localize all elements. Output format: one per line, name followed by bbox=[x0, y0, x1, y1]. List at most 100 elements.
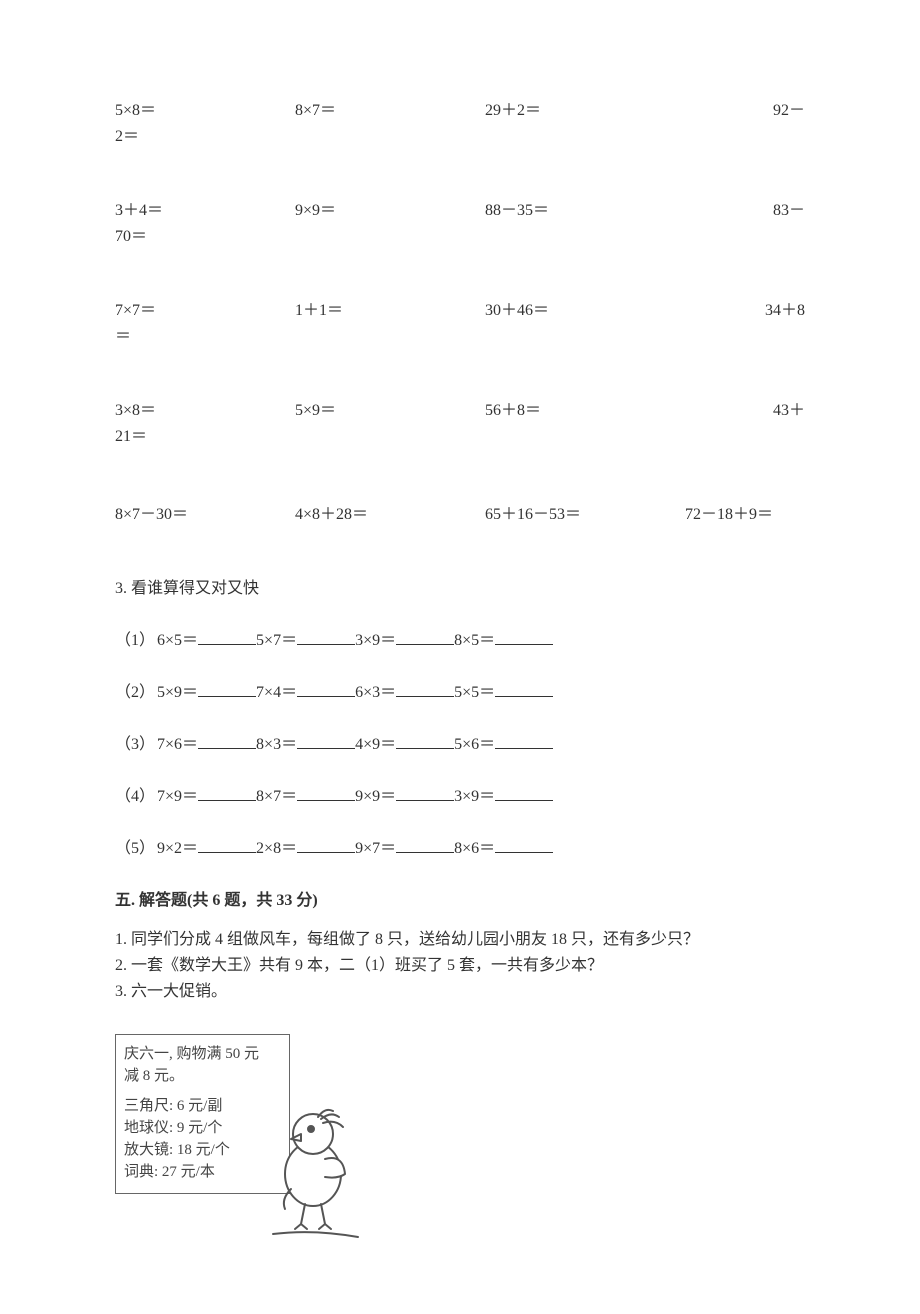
compound-cell: 8×7－30＝ bbox=[115, 500, 295, 524]
promo-item: 地球仪: 9 元/个 bbox=[124, 1117, 281, 1139]
arith-cell: 29＋2＝ bbox=[485, 100, 685, 126]
q3-row: （4）7×9＝ 8×7＝ 9×9＝ 3×9＝ bbox=[115, 782, 805, 806]
arith-cell-wrap: 70＝ bbox=[115, 226, 295, 276]
q3-expression: 9×7＝ bbox=[355, 840, 396, 857]
q3-item: 5×9＝ bbox=[157, 678, 256, 702]
q3-expression: 7×4＝ bbox=[256, 684, 297, 701]
blank-line bbox=[198, 683, 256, 697]
blank-line bbox=[495, 787, 553, 801]
q3-title: 3. 看谁算得又对又快 bbox=[115, 574, 805, 598]
q3-expression: 5×6＝ bbox=[454, 736, 495, 753]
q3-item: 9×7＝ bbox=[355, 834, 454, 858]
q3-item: 5×7＝ bbox=[256, 626, 355, 650]
arith-cell: 56＋8＝ bbox=[485, 400, 685, 426]
arith-cell: 88－35＝ bbox=[485, 200, 685, 226]
q3-prefix: （5） bbox=[115, 834, 155, 858]
q3-item: 7×4＝ bbox=[256, 678, 355, 702]
q3-expression: 5×9＝ bbox=[157, 684, 198, 701]
q3-item: 6×5＝ bbox=[157, 626, 256, 650]
q3-expression: 3×9＝ bbox=[355, 632, 396, 649]
promo-item: 词典: 27 元/本 bbox=[124, 1161, 281, 1183]
arithmetic-grid: 5×8＝ 8×7＝ 29＋2＝ 92－ 2＝ 3＋4＝ 9×9＝ 88－35＝ … bbox=[115, 100, 805, 524]
arith-cell-wrap: 2＝ bbox=[115, 126, 295, 176]
answer-question-2: 2. 一套《数学大王》共有 9 本，二（1）班买了 5 套，一共有多少本？ bbox=[115, 954, 805, 978]
arith-cell-wrap: 21＝ bbox=[115, 426, 295, 476]
arith-cell: 1＋1＝ bbox=[295, 300, 485, 326]
blank-line bbox=[198, 735, 256, 749]
q3-expression: 9×9＝ bbox=[355, 788, 396, 805]
q3-expression: 8×3＝ bbox=[256, 736, 297, 753]
promo-header: 庆六一, 购物满 50 元 减 8 元。 bbox=[124, 1043, 281, 1087]
q3-prefix: （1） bbox=[115, 626, 155, 650]
arith-cell: 5×9＝ bbox=[295, 400, 485, 426]
q3-expression: 2×8＝ bbox=[256, 840, 297, 857]
q3-item: 5×5＝ bbox=[454, 678, 553, 702]
q3-prefix: （2） bbox=[115, 678, 155, 702]
q3-expression: 6×5＝ bbox=[157, 632, 198, 649]
arith-cell: 92－ bbox=[685, 100, 805, 126]
q3-item: 2×8＝ bbox=[256, 834, 355, 858]
q3-row: （5）9×2＝ 2×8＝ 9×7＝ 8×6＝ bbox=[115, 834, 805, 858]
q3-prefix: （4） bbox=[115, 782, 155, 806]
blank-line bbox=[396, 839, 454, 853]
q3-item: 3×9＝ bbox=[355, 626, 454, 650]
arith-cell: 83－ bbox=[685, 200, 805, 226]
arith-row-4: 3×8＝ 5×9＝ 56＋8＝ 43＋ 21＝ bbox=[115, 400, 805, 476]
arith-cell: 9×9＝ bbox=[295, 200, 485, 226]
compound-cell: 4×8＋28＝ bbox=[295, 500, 485, 524]
q3-item: 5×6＝ bbox=[454, 730, 553, 754]
q3-item: 8×6＝ bbox=[454, 834, 553, 858]
q3-row: （3）7×6＝8×3＝4×9＝5×6＝ bbox=[115, 730, 805, 754]
q3-item: 7×6＝ bbox=[157, 730, 256, 754]
promo-container: 庆六一, 购物满 50 元 减 8 元。 三角尺: 6 元/副 地球仪: 9 元… bbox=[115, 1034, 355, 1254]
mascot-icon bbox=[263, 1099, 373, 1249]
q3-expression: 3×9＝ bbox=[454, 788, 495, 805]
q3-expression: 7×9＝ bbox=[157, 788, 198, 805]
arith-row-3: 7×7＝ 1＋1＝ 30＋46＝ 34＋8 ＝ bbox=[115, 300, 805, 376]
blank-line bbox=[396, 787, 454, 801]
section-5-header: 五. 解答题(共 6 题，共 33 分) bbox=[115, 886, 805, 910]
arith-cell: 30＋46＝ bbox=[485, 300, 685, 326]
promo-item: 三角尺: 6 元/副 bbox=[124, 1095, 281, 1117]
answer-question-3: 3. 六一大促销。 bbox=[115, 980, 805, 1004]
q3-expression: 6×3＝ bbox=[355, 684, 396, 701]
compound-row: 8×7－30＝ 4×8＋28＝ 65＋16－53＝ 72－18＋9＝ bbox=[115, 500, 805, 524]
q3-expression: 8×5＝ bbox=[454, 632, 495, 649]
promo-item: 放大镜: 18 元/个 bbox=[124, 1139, 281, 1161]
blank-line bbox=[297, 839, 355, 853]
arith-cell: 8×7＝ bbox=[295, 100, 485, 126]
q3-item: 3×9＝ bbox=[454, 782, 553, 806]
q3-expression: 7×6＝ bbox=[157, 736, 198, 753]
blank-line bbox=[297, 735, 355, 749]
arith-row-1: 5×8＝ 8×7＝ 29＋2＝ 92－ 2＝ bbox=[115, 100, 805, 176]
blank-line bbox=[495, 683, 553, 697]
blank-line bbox=[495, 631, 553, 645]
q3-rows: （1）6×5＝ 5×7＝ 3×9＝ 8×5＝ （2）5×9＝ 7×4＝ 6×3＝ 5×5＝ （3… bbox=[115, 626, 805, 858]
blank-line bbox=[297, 683, 355, 697]
arith-cell: 43＋ bbox=[685, 400, 805, 426]
blank-line bbox=[495, 839, 553, 853]
q3-row: （2）5×9＝ 7×4＝ 6×3＝ 5×5＝ bbox=[115, 678, 805, 702]
q3-expression: 9×2＝ bbox=[157, 840, 198, 857]
q3-expression: 5×5＝ bbox=[454, 684, 495, 701]
q3-row: （1）6×5＝ 5×7＝ 3×9＝ 8×5＝ bbox=[115, 626, 805, 650]
promo-header-line1: 庆六一, 购物满 50 元 bbox=[124, 1043, 281, 1065]
blank-line bbox=[297, 631, 355, 645]
q3-item: 7×9＝ bbox=[157, 782, 256, 806]
blank-line bbox=[396, 631, 454, 645]
q3-expression: 5×7＝ bbox=[256, 632, 297, 649]
compound-cell: 72－18＋9＝ bbox=[685, 500, 805, 524]
q3-item: 6×3＝ bbox=[355, 678, 454, 702]
blank-line bbox=[495, 735, 553, 749]
q3-item: 8×7＝ bbox=[256, 782, 355, 806]
blank-line bbox=[396, 735, 454, 749]
q3-expression: 8×7＝ bbox=[256, 788, 297, 805]
arith-cell: 3×8＝ bbox=[115, 400, 295, 426]
arith-cell-wrap: ＝ bbox=[115, 326, 295, 376]
q3-prefix: （3） bbox=[115, 730, 155, 754]
blank-line bbox=[198, 787, 256, 801]
arith-cell: 3＋4＝ bbox=[115, 200, 295, 226]
q3-item: 8×3＝ bbox=[256, 730, 355, 754]
arith-cell: 34＋8 bbox=[685, 300, 805, 326]
compound-cell: 65＋16－53＝ bbox=[485, 500, 685, 524]
